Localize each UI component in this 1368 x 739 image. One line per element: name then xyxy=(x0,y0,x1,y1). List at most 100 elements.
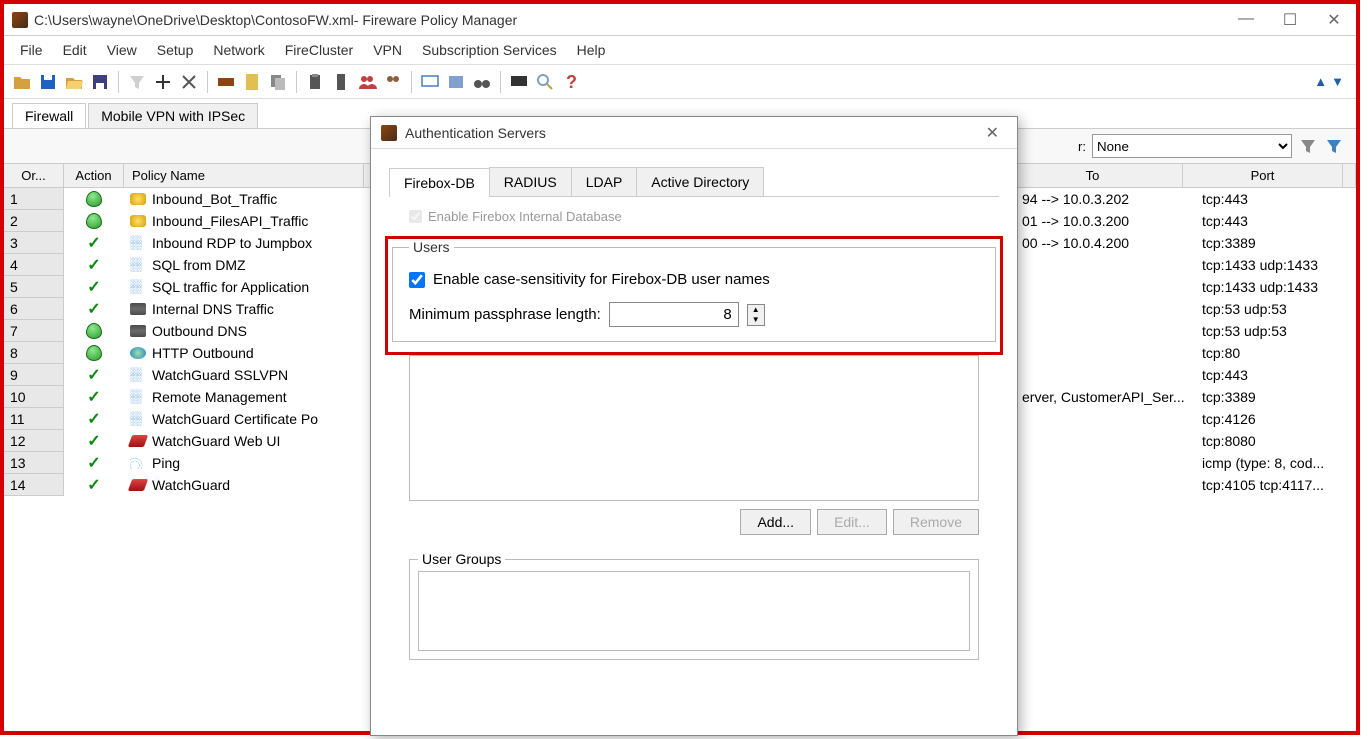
dialog-tab-active-directory[interactable]: Active Directory xyxy=(636,167,764,196)
row-action: ✓ xyxy=(64,299,124,319)
row-policy-name: WatchGuard xyxy=(124,477,364,493)
filter-funnel-icon[interactable] xyxy=(1298,136,1318,156)
row-order: 12 xyxy=(4,430,64,452)
add-button[interactable]: Add... xyxy=(740,509,811,535)
min-passphrase-input[interactable] xyxy=(609,302,739,327)
add-icon[interactable] xyxy=(153,72,173,92)
note-icon[interactable] xyxy=(242,72,262,92)
policy-type-icon xyxy=(128,435,148,447)
monitor-icon[interactable] xyxy=(420,72,440,92)
tab-mobile-vpn-with-ipsec[interactable]: Mobile VPN with IPSec xyxy=(88,103,258,128)
menu-firecluster[interactable]: FireCluster xyxy=(277,40,361,60)
policy-type-icon xyxy=(130,193,146,205)
col-to[interactable]: To xyxy=(1003,164,1183,187)
save-device-icon[interactable] xyxy=(38,72,58,92)
menu-setup[interactable]: Setup xyxy=(149,40,202,60)
server-icon[interactable] xyxy=(331,72,351,92)
row-order: 14 xyxy=(4,474,64,496)
maximize-button[interactable]: ☐ xyxy=(1276,10,1304,30)
col-order[interactable]: Or... xyxy=(4,164,64,187)
row-to: 01 --> 10.0.3.200 xyxy=(1016,213,1196,229)
dialog-tabs: Firebox-DBRADIUSLDAPActive Directory xyxy=(389,167,999,197)
row-policy-name: SQL from DMZ xyxy=(124,257,364,273)
help-icon[interactable]: ? xyxy=(561,72,581,92)
row-order: 8 xyxy=(4,342,64,364)
col-action[interactable]: Action xyxy=(64,164,124,187)
row-port: tcp:443 xyxy=(1196,367,1356,383)
open-folder-icon[interactable] xyxy=(64,72,84,92)
collapse-up-icon[interactable]: ▲ xyxy=(1314,74,1327,89)
row-policy-name: Remote Management xyxy=(124,389,364,405)
window-icon[interactable] xyxy=(446,72,466,92)
device-icon[interactable] xyxy=(216,72,236,92)
menu-edit[interactable]: Edit xyxy=(55,40,95,60)
tab-firewall[interactable]: Firewall xyxy=(12,103,86,128)
menu-vpn[interactable]: VPN xyxy=(365,40,410,60)
user-groups-listbox[interactable] xyxy=(418,571,970,651)
row-order: 7 xyxy=(4,320,64,342)
case-sensitivity-label: Enable case-sensitivity for Firebox-DB u… xyxy=(433,271,770,288)
delete-icon[interactable] xyxy=(179,72,199,92)
collapse-down-icon[interactable]: ▼ xyxy=(1331,74,1344,89)
case-sensitivity-checkbox[interactable] xyxy=(409,272,425,288)
row-policy-name: Inbound RDP to Jumpbox xyxy=(124,235,364,251)
filter-clear-icon[interactable] xyxy=(1324,136,1344,156)
row-port: tcp:3389 xyxy=(1196,235,1356,251)
check-icon: ✓ xyxy=(87,299,100,319)
spinner-up-button[interactable]: ▲ xyxy=(748,305,764,315)
menu-subscription-services[interactable]: Subscription Services xyxy=(414,40,565,60)
filter-icon[interactable] xyxy=(127,72,147,92)
row-order: 1 xyxy=(4,188,64,210)
edit-button[interactable]: Edit... xyxy=(817,509,887,535)
row-action: ✓ xyxy=(64,453,124,473)
row-port: icmp (type: 8, cod... xyxy=(1196,455,1356,471)
copy-icon[interactable] xyxy=(268,72,288,92)
minimize-button[interactable]: — xyxy=(1232,10,1260,30)
shield-icon xyxy=(86,323,102,339)
users-listbox[interactable] xyxy=(409,355,979,501)
col-policy-name[interactable]: Policy Name xyxy=(124,164,364,187)
check-icon: ✓ xyxy=(87,453,100,473)
check-icon: ✓ xyxy=(87,475,100,495)
shield-icon xyxy=(86,345,102,361)
enable-firebox-db-checkbox xyxy=(409,210,422,223)
row-action: ✓ xyxy=(64,409,124,429)
row-action xyxy=(64,213,124,229)
check-icon: ✓ xyxy=(87,431,100,451)
policy-type-icon xyxy=(130,259,146,271)
check-icon: ✓ xyxy=(87,255,100,275)
row-policy-name: Ping xyxy=(124,455,364,471)
binoculars-icon[interactable] xyxy=(472,72,492,92)
users-icon[interactable] xyxy=(383,72,403,92)
close-button[interactable]: ✕ xyxy=(1320,10,1348,30)
dialog-close-button[interactable]: ✕ xyxy=(978,123,1007,143)
svg-text:?: ? xyxy=(566,72,577,92)
dialog-tab-radius[interactable]: RADIUS xyxy=(489,167,572,196)
dialog-tab-ldap[interactable]: LDAP xyxy=(571,167,638,196)
users-fieldset: Users Enable case-sensitivity for Firebo… xyxy=(392,239,996,342)
clipboard-icon[interactable] xyxy=(305,72,325,92)
auth-servers-dialog: Authentication Servers ✕ Firebox-DBRADIU… xyxy=(370,116,1018,736)
spinner-down-button[interactable]: ▼ xyxy=(748,315,764,325)
row-order: 13 xyxy=(4,452,64,474)
open-icon[interactable] xyxy=(12,72,32,92)
remove-button[interactable]: Remove xyxy=(893,509,979,535)
filter-select[interactable]: None xyxy=(1092,134,1292,158)
users-red-icon[interactable] xyxy=(357,72,377,92)
menu-view[interactable]: View xyxy=(99,40,145,60)
menu-file[interactable]: File xyxy=(12,40,51,60)
row-order: 10 xyxy=(4,386,64,408)
row-order: 5 xyxy=(4,276,64,298)
main-window: C:\Users\wayne\OneDrive\Desktop\ContosoF… xyxy=(4,4,1356,731)
search-icon[interactable] xyxy=(535,72,555,92)
window-title: C:\Users\wayne\OneDrive\Desktop\ContosoF… xyxy=(34,12,1232,28)
screen-icon[interactable] xyxy=(509,72,529,92)
col-port[interactable]: Port xyxy=(1183,164,1343,187)
save-icon[interactable] xyxy=(90,72,110,92)
dialog-tab-firebox-db[interactable]: Firebox-DB xyxy=(389,168,490,197)
row-action: ✓ xyxy=(64,387,124,407)
row-action: ✓ xyxy=(64,233,124,253)
menu-help[interactable]: Help xyxy=(569,40,614,60)
menu-network[interactable]: Network xyxy=(205,40,272,60)
row-policy-name: SQL traffic for Application xyxy=(124,279,364,295)
